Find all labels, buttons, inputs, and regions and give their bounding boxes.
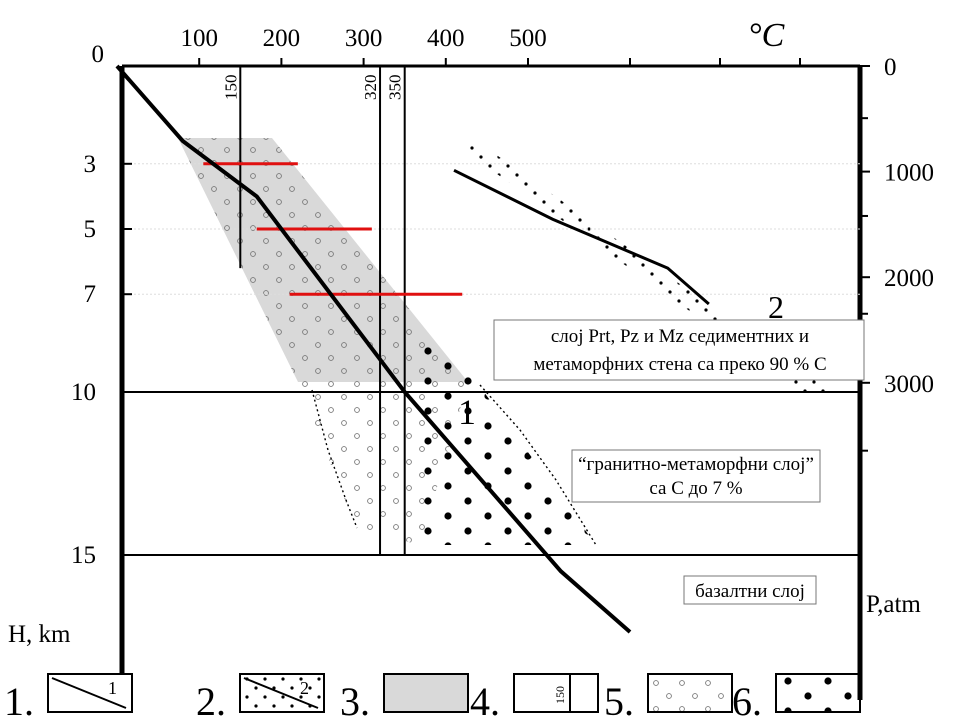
layer-label-3-line1: базалтни слој (695, 581, 805, 602)
y-right-tick-label: 3000 (884, 371, 934, 398)
legend-number: 2. (196, 679, 226, 722)
legend-swatch-box (775, 673, 861, 713)
dotted-envelope-left (311, 389, 358, 529)
y-right-tick-label: 2000 (884, 265, 934, 292)
layer-label-1-line2: метаморфних стена са преко 90 % С (533, 354, 826, 375)
geotherm-2-label: 2 (768, 289, 784, 325)
legend-swatch-label: 150 (553, 686, 567, 704)
geotherm-1-label: 1 (458, 392, 476, 432)
legend-number: 1. (4, 679, 34, 722)
layer-label-box-3 (683, 575, 817, 605)
filled-dots-zone (420, 332, 596, 545)
y-left-tick-label: 10 (71, 379, 96, 406)
legend-number: 6. (732, 679, 762, 722)
legend-swatch-shaded (383, 673, 469, 713)
legend-swatch-box (647, 673, 733, 713)
y-right-axis-label: P,atm (866, 591, 921, 618)
x-tick-label: 300 (345, 25, 383, 52)
x-tick-label: 400 (427, 25, 465, 52)
legend-swatch-line (243, 677, 319, 709)
x-tick-label: 200 (263, 25, 301, 52)
legend-swatch-label: 1 (108, 678, 117, 698)
geotherm-2-line (453, 168, 710, 306)
dotted-envelope-right (479, 384, 597, 546)
layer-label-box-2 (571, 449, 821, 503)
y-right-tick-label: 0 (884, 54, 897, 81)
legend-swatch-box (513, 673, 599, 713)
isotherm-label: 350 (386, 75, 405, 101)
x-tick-label: 500 (509, 25, 547, 52)
y-right-tick-label: 1000 (884, 160, 934, 187)
x-tick-label: 100 (180, 25, 218, 52)
layer-label-2-line2: са С до 7 % (649, 478, 742, 499)
open-circles-zone (178, 138, 468, 382)
legend-number: 3. (340, 679, 370, 722)
y-left-tick-label: 5 (84, 216, 97, 243)
x-unit-label: °C (748, 17, 785, 54)
legend-swatch-label: 2 (300, 678, 309, 698)
legend: 1. 1 2. 2 3. 4. 150 5. 6. (4, 673, 861, 722)
y-left-tick-label: 0 (92, 41, 105, 68)
y-left-tick-label: 7 (84, 281, 97, 308)
legend-number: 5. (604, 679, 634, 722)
isotherm-label: 320 (361, 75, 380, 101)
legend-number: 4. (470, 679, 500, 722)
isotherm-label: 150 (221, 75, 240, 100)
layer-label-box-1 (493, 319, 865, 381)
y-left-tick-label: 3 (84, 151, 97, 178)
legend-swatch-line (51, 677, 127, 709)
layer-label-2-line1: “гранитно-метаморфни слој” (578, 454, 814, 475)
y-left-tick-label: 15 (71, 542, 96, 569)
layer-label-1-line1: слој Prt, Pz и Mz седиментних и (551, 326, 809, 347)
y-left-axis-label: H, km (8, 621, 71, 648)
geotherm-1-line (115, 64, 632, 634)
